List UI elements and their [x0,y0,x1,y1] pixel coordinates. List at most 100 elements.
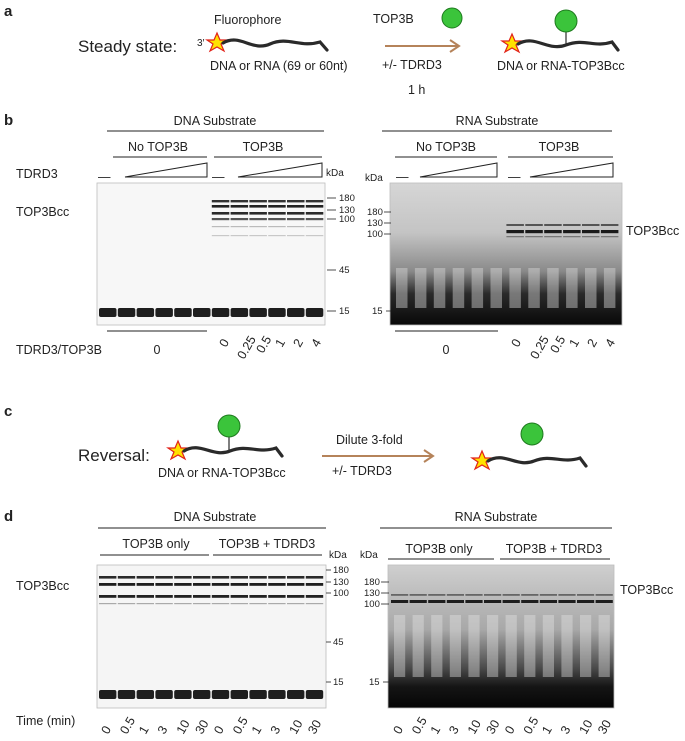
d-rna-marker-130: 130 [364,588,380,599]
top3bcc-band [230,200,249,203]
rna-ratio-0.5: 0.5 [547,333,568,355]
rna-nt-dash: — [396,170,409,184]
top3bcc-band [539,594,557,596]
top3bcc-band [230,235,249,237]
top3bcc-band [99,583,117,586]
reaction-time: 1 h [408,83,425,97]
top3bcc-band [211,212,230,215]
d-dna-marker-15: 15 [333,677,344,688]
top3bcc-band [268,226,286,228]
reversal-substrate-label: DNA or RNA-TOP3Bcc [158,466,286,480]
top3bcc-band [193,603,211,605]
top3bcc-band [287,212,305,215]
dna-marker-45: 45 [339,265,350,276]
top3bcc-band [446,594,464,596]
d-dna-substrate-title: DNA Substrate [174,510,257,524]
top3bcc-band [230,218,249,221]
top3bcc-band [525,236,543,238]
top3bcc-band [230,603,248,605]
rna-top3bcc-label: TOP3Bcc [626,224,679,238]
top3bcc-band [305,595,324,598]
dna-tdrd3-wedge-2 [237,162,323,178]
top3bcc-band [268,218,286,221]
free-substrate-band [99,308,117,317]
d-dna-time-labels: 0 0.51 3 10 30 0 0.51 3 10 30 [98,714,324,736]
top3bcc-band [230,212,249,215]
rna-ratio-0: 0 [508,336,524,349]
top3bcc-band [268,205,286,208]
dna-time-7: 0.5 [230,714,251,736]
rna-time-3: 3 [446,723,462,736]
dna-top3bcc-label: TOP3Bcc [16,205,69,219]
top3bcc-band [287,603,305,605]
rna-marker-100: 100 [367,229,383,240]
top3bcc-band [305,205,324,208]
dna-ratio-1: 1 [272,336,288,349]
released-star-icon [470,449,494,471]
top3bcc-band [305,576,324,579]
rna-smear [471,268,484,308]
d-rna-marker-180: 180 [364,577,380,588]
top3bcc-band [287,583,305,586]
panel-a: a Steady state: Fluorophore 3′ DNA or RN… [4,3,625,97]
rna-markers-b: 180 130 100 15 [367,207,391,317]
d-dna-top3b-only: TOP3B only [122,537,190,551]
rna-time-7: 0.5 [521,714,542,736]
top3bcc-band [544,224,562,226]
reversal-arrowhead [423,449,435,463]
dna-time-10: 10 [286,717,305,736]
top3bcc-band [268,583,286,586]
top3bcc-band [465,600,483,603]
top3bcc-band [211,576,230,579]
top3bcc-band [506,236,524,238]
d-dna-marker-100: 100 [333,588,349,599]
rna-smear [603,268,616,308]
dna-substrate-title: DNA Substrate [174,114,257,128]
d-rna-time-labels: 0 0.51 3 10 30 0 0.51 3 10 30 [390,714,614,736]
dna-nt-dash: — [98,170,111,184]
free-substrate-band [305,690,324,699]
top3bcc-band [305,218,324,221]
top3bcc-band [268,603,286,605]
top3bcc-band [249,235,267,237]
reversal-top3b-icon [217,414,241,438]
top3bcc-band [117,603,136,605]
substrate-strand [221,38,329,52]
dilute-label: Dilute 3-fold [336,433,403,447]
free-substrate-band [155,690,173,699]
rna-smear [528,268,540,308]
top3bcc-band [305,212,324,215]
dna-marker-130: 130 [339,205,355,216]
top3bcc-band [582,224,600,226]
reversal-title: Reversal: [78,446,150,465]
free-substrate-band [305,308,324,317]
rna-marker-130: 130 [367,218,383,229]
dna-kda-label: kDa [326,168,344,179]
rna-smear [542,615,554,677]
top3bcc-band [595,594,613,596]
rna-no-top3b-label: No TOP3B [416,140,476,154]
released-strand [486,456,588,468]
top3bcc-band [230,595,248,598]
dna-time-3: 3 [155,723,171,736]
top3bcc-band [563,236,581,238]
free-substrate-band [117,308,136,317]
reversal-star-icon [166,439,190,461]
d-dna-marker-45: 45 [333,637,344,648]
free-substrate-band [249,690,267,699]
top3bcc-band [544,236,562,238]
top3bcc-band [249,212,267,215]
top3bcc-band [465,594,483,596]
free-substrate-band [136,308,155,317]
top3bcc-band [409,594,427,596]
reaction-arrowhead [449,39,461,53]
top3bcc-band [230,205,249,208]
steady-state-title: Steady state: [78,37,177,56]
top3bcc-band [268,200,286,203]
top3bcc-band [544,230,562,234]
top3bcc-band [211,603,230,605]
top3bcc-band [287,235,305,237]
top3bcc-band [249,200,267,203]
rna-smear [524,615,536,677]
top3bcc-band [230,576,248,579]
